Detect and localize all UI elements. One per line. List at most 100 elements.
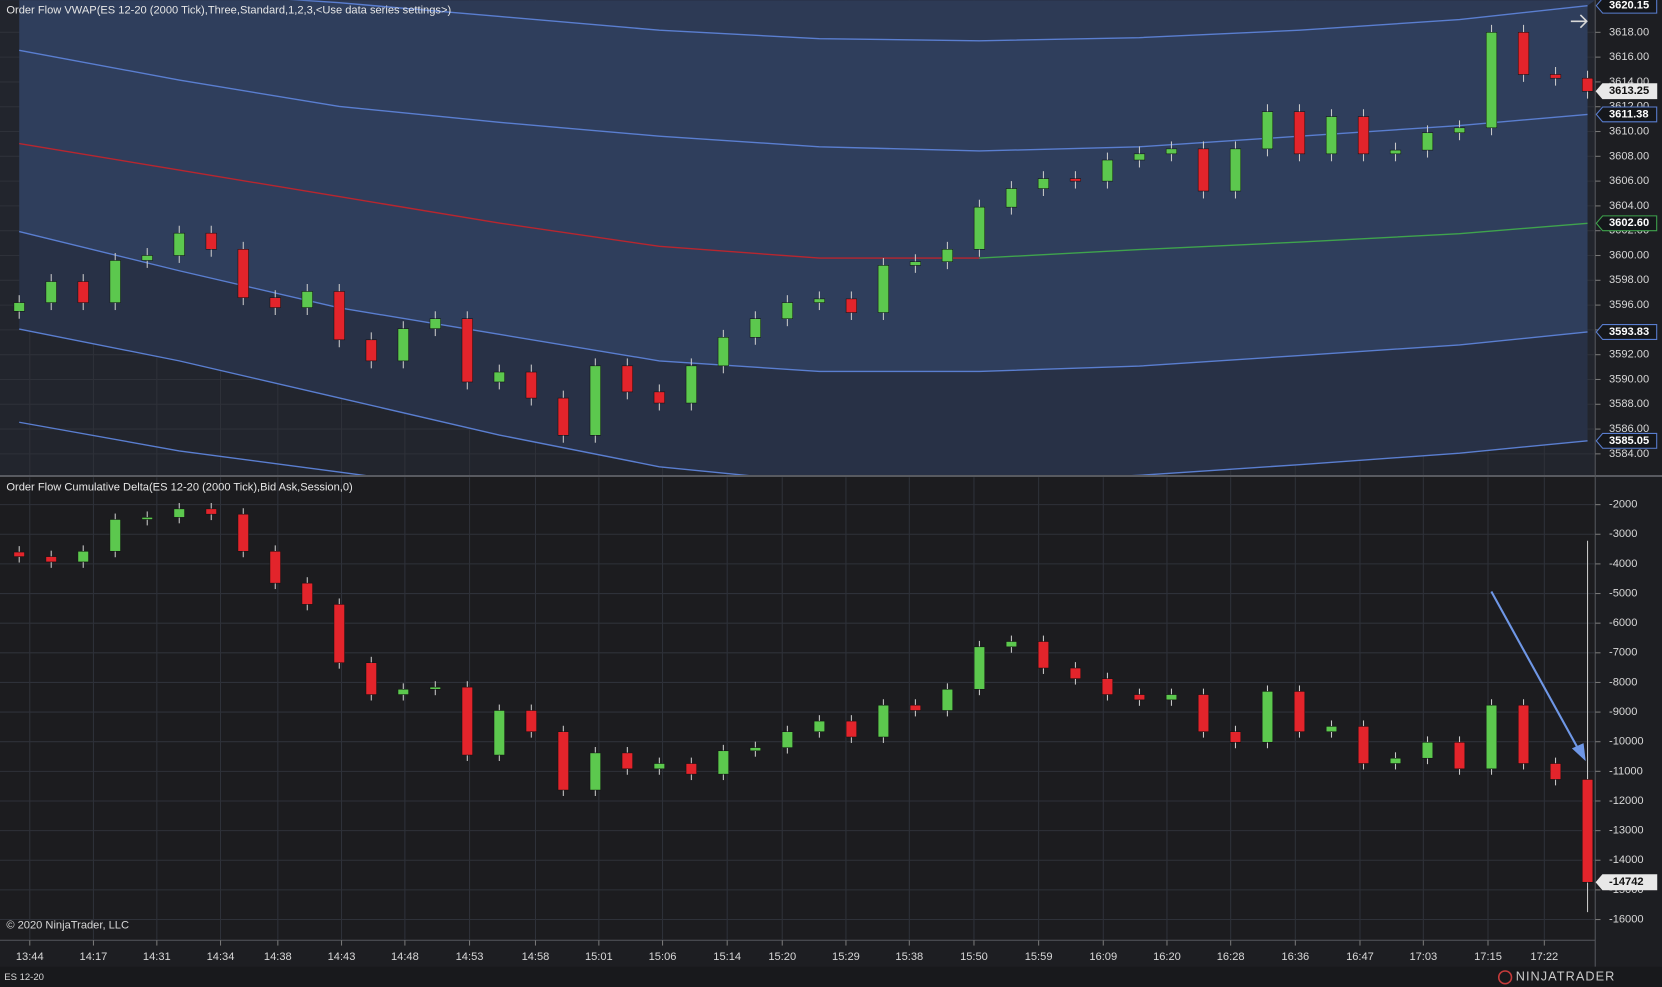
brand: NINJATRADER	[1516, 969, 1616, 984]
candle-body	[1165, 148, 1178, 155]
candle-body	[1165, 694, 1178, 701]
x-tick-label: 15:20	[768, 951, 796, 963]
copyright: © 2020 NinjaTrader, LLC	[6, 919, 129, 931]
x-tick-label: 16:36	[1281, 951, 1309, 963]
candle-body	[109, 519, 121, 552]
band-line	[19, 421, 367, 475]
x-tick-label: 15:06	[649, 951, 677, 963]
candle-body	[365, 662, 377, 695]
candle-body	[1421, 132, 1434, 151]
candle-body	[493, 371, 505, 383]
candle-body	[173, 232, 185, 256]
candle-body	[1101, 678, 1114, 695]
candle-body	[1485, 704, 1498, 770]
candle-body	[429, 686, 441, 690]
candle-body	[653, 391, 665, 404]
price-marker	[1595, 106, 1658, 123]
candle-body	[1293, 691, 1306, 732]
candle-body	[141, 255, 153, 261]
y-tick-label: -9000	[1609, 706, 1637, 718]
candle-body	[621, 365, 633, 393]
band-line	[289, 0, 1588, 42]
delta-panel	[0, 477, 1596, 941]
candle-body	[909, 261, 921, 266]
price-marker-label: 3620.15	[1609, 0, 1649, 12]
candle-body	[365, 339, 377, 362]
candle-body	[1037, 178, 1049, 189]
candle-body	[1005, 641, 1017, 648]
candle-body	[77, 551, 89, 563]
candle-body	[749, 747, 761, 752]
band-fill	[0, 0, 1596, 41]
axes: 3584.003586.003588.003590.003592.003594.…	[16, 0, 1658, 963]
candle-body	[13, 302, 25, 312]
y-tick-label: 3596.00	[1609, 299, 1649, 311]
x-tick-label: 14:58	[522, 951, 550, 963]
x-tick-label: 15:01	[585, 951, 613, 963]
price-marker	[1595, 874, 1658, 891]
candle-body	[813, 298, 825, 303]
panel-title: Order Flow VWAP(ES 12-20 (2000 Tick),Thr…	[6, 5, 451, 17]
delta-plot	[0, 477, 1596, 941]
band-fill	[19, 0, 1588, 372]
y-tick-label: 3618.00	[1609, 26, 1649, 38]
candle-body	[141, 517, 153, 520]
candle-body	[813, 720, 825, 732]
candle-body	[13, 551, 25, 557]
candle-body	[205, 232, 217, 250]
candle-body	[109, 260, 121, 303]
price-marker-label: 3613.25	[1609, 85, 1649, 97]
y-tick-label: -3000	[1609, 528, 1637, 540]
x-tick-label: 14:53	[456, 951, 484, 963]
x-tick-label: 15:38	[895, 951, 923, 963]
scroll-arrow[interactable]	[1570, 14, 1588, 29]
status-bar	[0, 966, 1662, 987]
y-tick-label: 3600.00	[1609, 249, 1649, 261]
candle-body	[589, 365, 601, 436]
x-tick-label: 15:29	[832, 951, 860, 963]
candle-body	[781, 302, 793, 319]
y-tick-label: -2000	[1609, 499, 1637, 511]
candle-body	[397, 688, 409, 695]
candle-body	[1101, 159, 1114, 182]
y-tick-label: -7000	[1609, 647, 1637, 659]
candle-body	[621, 752, 633, 770]
candle-body	[1197, 148, 1210, 192]
y-tick-label: -16000	[1609, 913, 1644, 925]
candle-body	[301, 291, 313, 308]
y-tick-label: -4000	[1609, 558, 1637, 570]
y-tick-label: 3606.00	[1609, 175, 1649, 187]
candle-body	[1581, 779, 1594, 883]
candle-body	[1069, 178, 1081, 182]
candle-body	[1261, 111, 1274, 150]
candle-body	[1005, 188, 1017, 208]
candle-body	[269, 297, 281, 308]
price-marker	[1595, 83, 1658, 100]
candle-body	[845, 720, 857, 738]
candle-body	[1229, 731, 1242, 743]
candle-body	[1133, 153, 1146, 161]
x-tick-label: 17:22	[1530, 951, 1558, 963]
price-marker-label: 3602.60	[1609, 217, 1649, 229]
candle-body	[1229, 148, 1242, 192]
x-tick-label: 17:03	[1409, 951, 1437, 963]
x-tick-label: 16:09	[1089, 951, 1117, 963]
candle-body	[1261, 691, 1274, 743]
candle-body	[1549, 763, 1562, 780]
candle-body	[1133, 694, 1146, 701]
candle-body	[877, 704, 889, 738]
candle-body	[237, 513, 249, 552]
candle-body	[493, 710, 505, 756]
candle-body	[1037, 641, 1049, 669]
candle-body	[685, 365, 697, 404]
instrument: ES 12-20	[4, 972, 44, 983]
price-marker-label: 3611.38	[1609, 108, 1649, 120]
candle-body	[1357, 116, 1370, 155]
candle-body	[1421, 742, 1434, 759]
candle-body	[1453, 127, 1466, 134]
price-marker	[1595, 432, 1658, 449]
y-tick-label: -5000	[1609, 587, 1637, 599]
band-line	[979, 222, 1588, 259]
